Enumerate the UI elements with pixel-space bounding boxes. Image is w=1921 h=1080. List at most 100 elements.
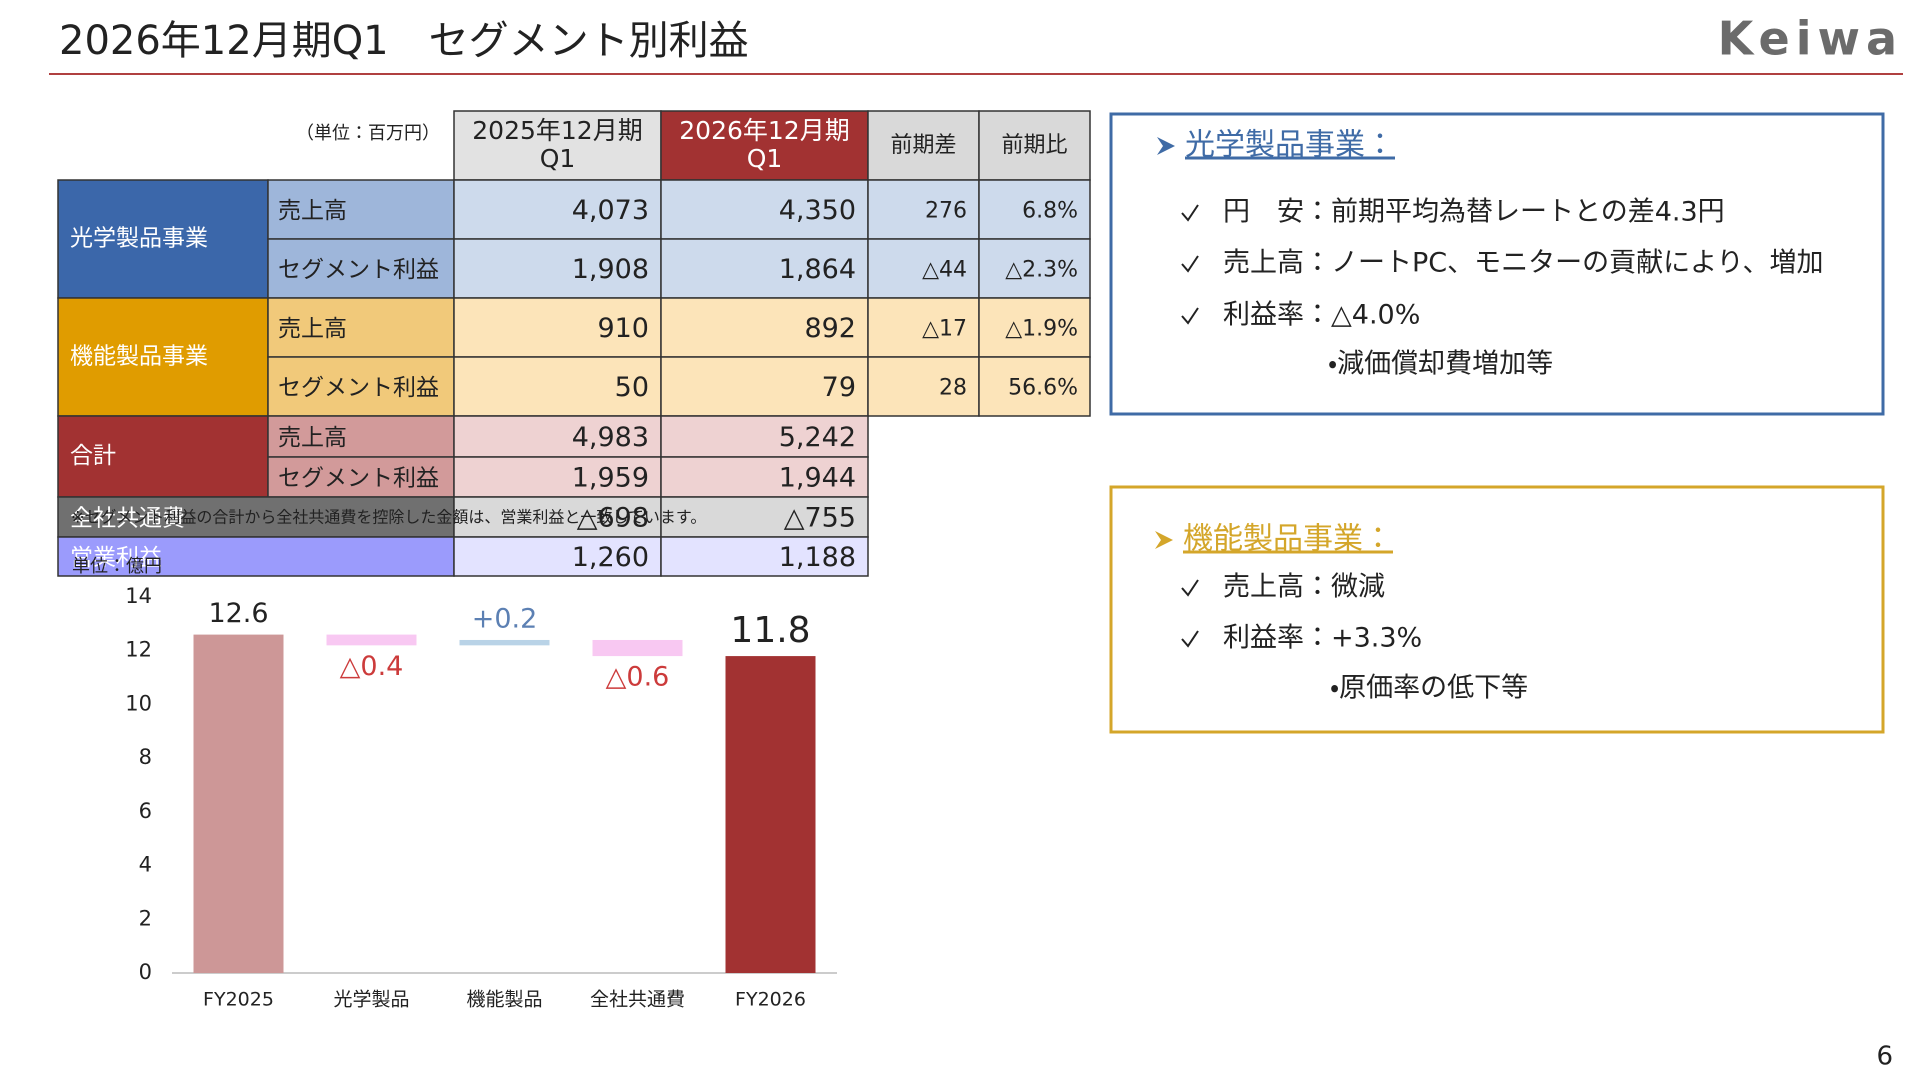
logo: Keiwa (1718, 12, 1903, 66)
cell-value: 4,350 (779, 195, 856, 226)
box-title: 機能製品事業： (1183, 522, 1393, 557)
y-tick-label: 14 (125, 584, 152, 608)
x-tick-label: 機能製品 (466, 989, 542, 1011)
header-cell (867, 110, 980, 181)
value-cell (978, 297, 1091, 358)
value-cell (453, 179, 662, 240)
check-mark (1181, 255, 1199, 273)
row-label: 売上高 (278, 425, 347, 451)
value-label: △0.6 (606, 662, 670, 693)
row-label: 売上高 (278, 316, 347, 342)
box-title: 光学製品事業： (1185, 128, 1395, 163)
cell-value: 1,260 (572, 542, 649, 573)
group-label: 光学製品事業 (70, 226, 208, 252)
value-label: 12.6 (208, 598, 268, 629)
row-label-cell (267, 179, 455, 240)
value-label: △0.4 (340, 651, 404, 682)
cell-value: 276 (925, 199, 967, 224)
row-label-cell (267, 297, 455, 358)
cell-value: 50 (615, 372, 649, 403)
value-cell (660, 356, 869, 417)
x-tick-label: FY2026 (735, 989, 806, 1011)
cell-value: 28 (939, 376, 967, 401)
cell-value: △1.9% (1005, 317, 1078, 342)
box-item: 利益率：+3.3% (1223, 623, 1422, 654)
y-tick-label: 0 (139, 960, 152, 984)
box-item: 売上高：微減 (1223, 572, 1385, 603)
value-cell (453, 297, 662, 358)
value-cell (453, 496, 662, 538)
x-tick-label: 全社共通費 (590, 989, 685, 1011)
header-text: Q1 (747, 144, 783, 173)
box-item: 売上高：ノートPC、モニターの貢献により、増加 (1223, 248, 1824, 279)
value-cell (867, 356, 980, 417)
cell-value: 6.8% (1022, 199, 1078, 224)
y-tick-label: 6 (139, 799, 152, 823)
y-tick-label: 2 (139, 906, 152, 930)
y-tick-label: 4 (139, 853, 152, 877)
header-cell (660, 110, 869, 181)
bar (326, 634, 417, 646)
value-cell (978, 238, 1091, 299)
table-note: ※セグメント利益の合計から全社共通費を控除した金額は、営業利益と一致しています。 (71, 508, 706, 527)
optical-box (1109, 112, 1885, 416)
extra-label: 全社共通費 (70, 506, 185, 532)
header-cell (978, 110, 1091, 181)
value-label: +0.2 (472, 603, 538, 634)
check-mark (1181, 307, 1199, 325)
row-label: セグメント利益 (278, 466, 439, 492)
row-label-cell (267, 238, 455, 299)
cell-value: △44 (922, 258, 967, 283)
table-unit: （単位：百万円） (296, 123, 440, 144)
group-cell (57, 297, 269, 417)
check-mark (1181, 204, 1199, 222)
row-label: セグメント利益 (278, 257, 439, 283)
box-item: 円 安：前期平均為替レートとの差4.3円 (1223, 197, 1725, 228)
bar (459, 639, 550, 646)
cell-value: 1,944 (779, 463, 856, 494)
arrow-bullet (1157, 137, 1175, 155)
functional-box (1109, 485, 1885, 734)
y-tick-label: 10 (125, 691, 152, 715)
cell-value: 79 (822, 372, 856, 403)
check-mark (1181, 579, 1199, 597)
cell-value: 4,983 (572, 422, 649, 453)
cell-value: 5,242 (779, 422, 856, 453)
extra-label-cell (57, 496, 455, 538)
arrow-bullet (1155, 531, 1173, 549)
cell-value: △755 (784, 503, 856, 534)
group-label: 機能製品事業 (70, 344, 208, 370)
cell-value: △698 (577, 503, 649, 534)
cell-value: 1,908 (572, 254, 649, 285)
value-cell (660, 238, 869, 299)
extra-label-cell (57, 536, 455, 577)
y-tick-label: 8 (139, 745, 152, 769)
x-tick-label: FY2025 (203, 989, 274, 1011)
value-cell (453, 536, 662, 577)
header-text: 前期比 (1001, 133, 1067, 158)
y-tick-label: 12 (125, 638, 152, 662)
cell-value: 4,073 (572, 195, 649, 226)
chart-unit: 単位：億円 (72, 556, 162, 577)
page-number: 6 (1876, 1042, 1893, 1072)
value-cell (867, 297, 980, 358)
box-subnote: ・減価償却費増加等 (1328, 349, 1553, 380)
row-label: セグメント利益 (278, 375, 439, 401)
cell-value: 910 (597, 313, 649, 344)
value-cell (978, 179, 1091, 240)
group-label: 合計 (70, 443, 116, 469)
x-tick-label: 光学製品 (333, 989, 409, 1011)
header-text: 前期差 (890, 133, 956, 158)
value-cell (453, 356, 662, 417)
value-label: 11.8 (730, 610, 810, 651)
header-text: Q1 (540, 144, 576, 173)
row-label-cell (267, 356, 455, 417)
cell-value: 1,959 (572, 463, 649, 494)
header-text: 2025年12月期 (472, 116, 642, 145)
value-cell (660, 297, 869, 358)
check-mark (1181, 630, 1199, 648)
value-cell (660, 415, 869, 458)
extra-label: 営業利益 (70, 545, 162, 571)
